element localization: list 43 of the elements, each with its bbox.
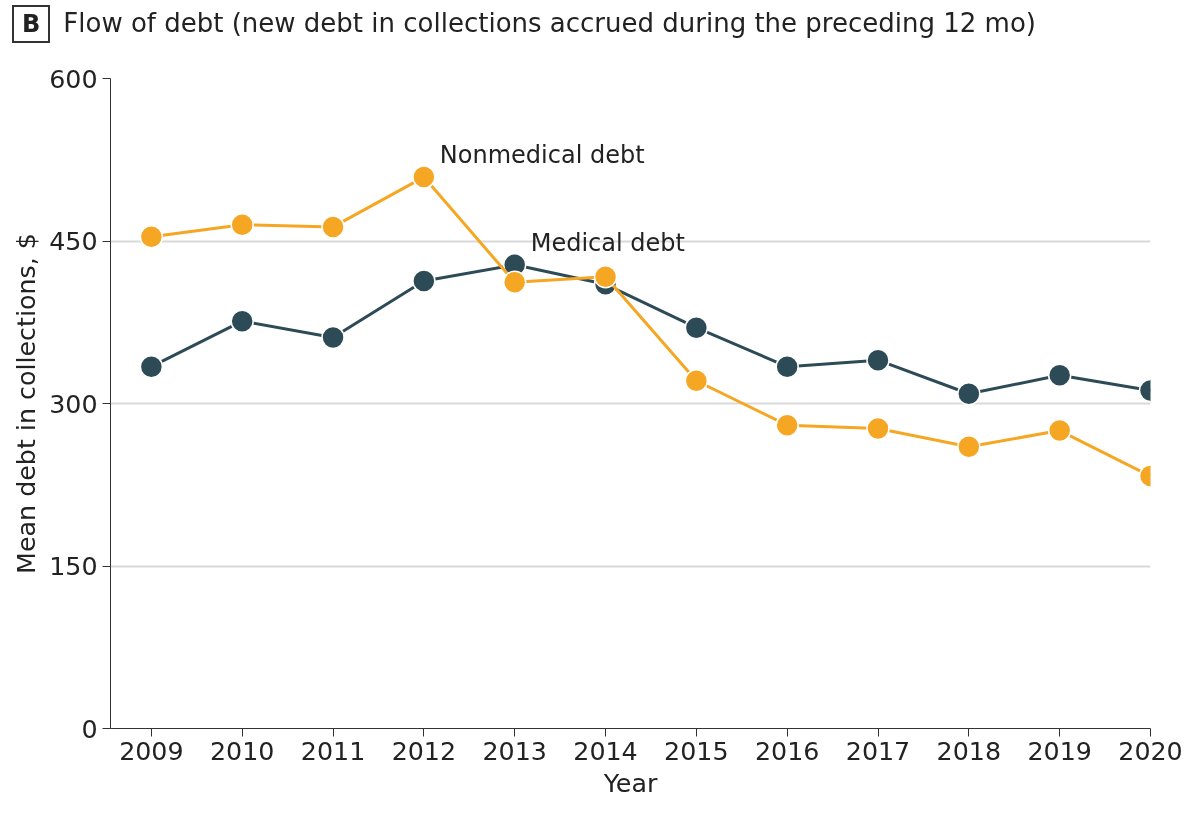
point	[139, 225, 164, 249]
point	[321, 325, 345, 350]
x-tick-label: 2017	[845, 735, 911, 766]
x-tick-label: 2020	[1118, 735, 1183, 766]
x-tick-label: 2015	[664, 735, 729, 766]
point	[139, 355, 164, 379]
x-tick-label: 2014	[573, 735, 638, 766]
point	[957, 382, 981, 406]
y-tick-label: 150	[49, 551, 98, 582]
point	[502, 270, 527, 295]
point	[1047, 363, 1072, 388]
point	[684, 369, 709, 393]
point	[412, 165, 436, 190]
point	[321, 215, 345, 239]
series-label: Medical debt	[530, 229, 685, 258]
point	[412, 269, 436, 294]
point	[775, 413, 799, 438]
point	[593, 265, 618, 289]
point	[957, 435, 981, 459]
x-tick-label: 2013	[482, 735, 547, 766]
point	[775, 355, 799, 379]
x-tick-label: 2010	[209, 735, 275, 766]
x-tick-label: 2009	[119, 735, 184, 766]
chart-title: Flow of debt (new debt in collections accrued during the preceding 12 mo)	[63, 7, 1036, 40]
point	[684, 316, 709, 340]
y-tick-label: 0	[81, 713, 98, 744]
point	[1047, 419, 1072, 443]
x-tick-label: 2011	[300, 735, 366, 766]
y-tick-label: 600	[49, 63, 98, 94]
y-tick-label: 450	[49, 226, 98, 257]
x-axis-title: Year	[602, 767, 658, 798]
y-axis-title: Mean debt in collections, $	[11, 233, 42, 575]
point	[866, 416, 890, 441]
text: B	[22, 9, 41, 40]
x-tick-label: 2019	[1027, 735, 1092, 766]
series-label: Nonmedical debt	[439, 141, 645, 170]
point	[230, 213, 254, 237]
point	[866, 348, 890, 373]
x-tick-label: 2018	[936, 735, 1002, 766]
point	[230, 309, 254, 334]
x-tick-label: 2016	[754, 735, 820, 766]
y-tick-label: 300	[49, 388, 98, 419]
x-tick-label: 2012	[391, 735, 457, 766]
